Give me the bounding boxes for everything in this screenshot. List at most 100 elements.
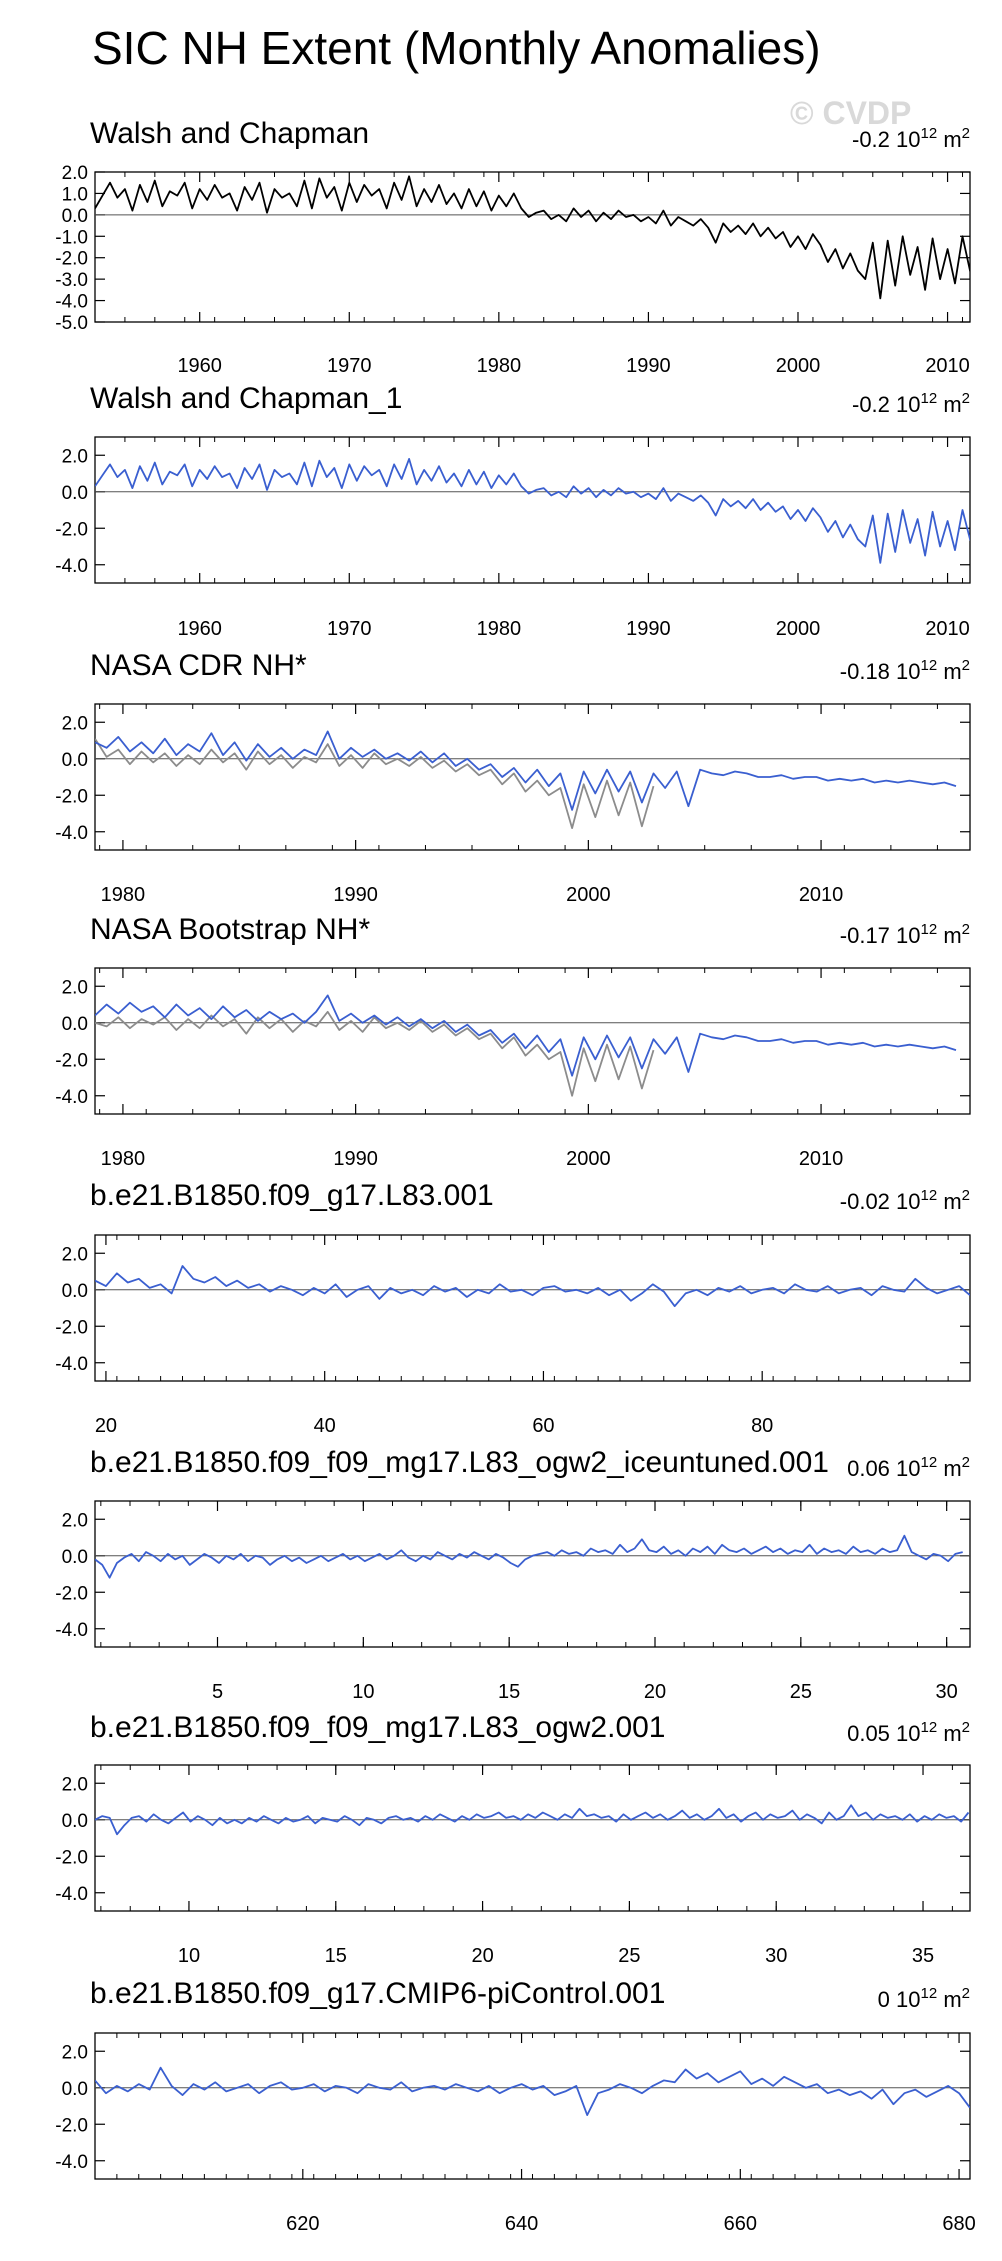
panel-title: b.e21.B1850.f09_f09_mg17.L83_ogw2_iceunt… — [90, 1446, 829, 1479]
units-base: 10 — [896, 392, 920, 417]
plot-frame — [94, 967, 971, 1115]
units-unit: m — [937, 1456, 961, 1481]
y-tick-label: -2.0 — [55, 2115, 88, 2136]
x-tick-label: 2010 — [799, 884, 844, 906]
y-tick-label: 0.0 — [62, 1014, 88, 1035]
stat-value: -0.18 — [840, 659, 896, 684]
series-line-1 — [95, 738, 655, 829]
panel-stat: -0.18 1012 m2 — [840, 657, 970, 684]
units-base: 10 — [896, 1456, 920, 1481]
y-tick-label: 2.0 — [62, 2042, 88, 2063]
stat-value: -0.2 — [852, 127, 896, 152]
panel-7: b.e21.B1850.f09_f09_mg17.L83_ogw2.001 0.0… — [55, 1711, 971, 1967]
y-tick-label: 0.0 — [62, 1811, 88, 1832]
x-tick-label: 20 — [95, 1415, 117, 1437]
units-base: 10 — [896, 923, 920, 948]
x-tick-label: 20 — [471, 1945, 493, 1967]
units-exponent: 12 — [921, 921, 938, 938]
plot-frame — [94, 436, 971, 584]
y-tick-label: 2.0 — [62, 1244, 88, 1265]
units-exponent: 12 — [921, 1187, 938, 1204]
x-tick-label: 680 — [942, 2213, 975, 2235]
y-tick-label: -1.0 — [55, 227, 88, 248]
x-tick-label: 2000 — [566, 884, 611, 906]
plot-frame — [94, 1234, 971, 1382]
plot-frame — [94, 1764, 971, 1912]
x-tick-label: 80 — [751, 1415, 773, 1437]
y-tick-label: -4.0 — [55, 1884, 88, 1905]
units-exponent: 12 — [921, 657, 938, 674]
x-tick-label: 1980 — [101, 884, 146, 906]
y-tick-label: 2.0 — [62, 446, 88, 467]
panel-title: NASA Bootstrap NH* — [90, 913, 370, 946]
units-unit-exponent: 2 — [962, 921, 970, 938]
x-tick-label: 2000 — [776, 355, 821, 377]
y-tick-label: -4.0 — [55, 1087, 88, 1108]
x-tick-label: 5 — [212, 1681, 223, 1703]
x-tick-label: 1960 — [177, 618, 222, 640]
units-exponent: 12 — [921, 125, 938, 142]
units-unit: m — [937, 923, 961, 948]
y-tick-label: 2.0 — [62, 977, 88, 998]
x-tick-label: 20 — [644, 1681, 666, 1703]
y-tick-label: -2.0 — [55, 249, 88, 270]
units-exponent: 12 — [921, 1454, 938, 1471]
y-tick-label: 0.0 — [62, 483, 88, 504]
x-tick-label: 1980 — [477, 355, 522, 377]
plot-frame — [94, 703, 971, 851]
units-unit-exponent: 2 — [962, 1719, 970, 1736]
units-exponent: 12 — [921, 390, 938, 407]
units-base: 10 — [896, 1189, 920, 1214]
x-tick-label: 25 — [618, 1945, 640, 1967]
x-tick-label: 1960 — [177, 355, 222, 377]
x-tick-label: 10 — [178, 1945, 200, 1967]
plot-frame — [94, 2032, 971, 2180]
y-tick-label: -2.0 — [55, 519, 88, 540]
y-tick-label: -2.0 — [55, 786, 88, 807]
stat-value: -0.2 — [852, 392, 896, 417]
y-tick-label: 0.0 — [62, 750, 88, 771]
panel-5: b.e21.B1850.f09_g17.L83.001 -0.02 1012 m2… — [55, 1179, 971, 1437]
panel-title: b.e21.B1850.f09_g17.CMIP6-piControl.001 — [90, 1977, 665, 2010]
series-line-1 — [95, 1010, 655, 1097]
series-line-1 — [95, 175, 970, 300]
figure-title: SIC NH Extent (Monthly Anomalies) — [92, 22, 821, 74]
x-tick-label: 1990 — [333, 1148, 378, 1170]
x-tick-label: 15 — [325, 1945, 347, 1967]
x-tick-label: 30 — [936, 1681, 958, 1703]
y-tick-label: -4.0 — [55, 1620, 88, 1641]
series-line-1 — [95, 1265, 970, 1308]
units-base: 10 — [896, 659, 920, 684]
units-exponent: 12 — [921, 1985, 938, 2002]
y-tick-label: 0.0 — [62, 2079, 88, 2100]
panel-3: NASA CDR NH* -0.18 1012 m2 1980 1990 2000 201… — [55, 649, 971, 906]
panel-stat: 0 1012 m2 — [878, 1985, 970, 2012]
y-tick-label: -4.0 — [55, 1354, 88, 1375]
series-line-1 — [95, 1534, 963, 1579]
y-tick-label: -4.0 — [55, 292, 88, 313]
y-tick-label: -5.0 — [55, 313, 88, 334]
y-tick-label: -4.0 — [55, 556, 88, 577]
units-unit-exponent: 2 — [962, 1187, 970, 1204]
y-tick-label: -2.0 — [55, 1317, 88, 1338]
y-tick-label: -2.0 — [55, 1847, 88, 1868]
series-line-2 — [95, 994, 957, 1077]
x-tick-label: 1990 — [626, 355, 671, 377]
stat-value: -0.02 — [840, 1189, 896, 1214]
series-line-1 — [95, 2066, 970, 2117]
panel-title: b.e21.B1850.f09_g17.L83.001 — [90, 1179, 494, 1212]
y-tick-label: 0.0 — [62, 1281, 88, 1302]
y-tick-label: -3.0 — [55, 270, 88, 291]
panel-stat: -0.2 1012 m2 — [852, 390, 970, 417]
panel-4: NASA Bootstrap NH* -0.17 1012 m2 1980 1990 2… — [55, 913, 971, 1170]
y-tick-label: 2.0 — [62, 1510, 88, 1531]
units-unit: m — [937, 127, 961, 152]
x-tick-label: 2010 — [925, 618, 970, 640]
units-base: 10 — [896, 127, 920, 152]
plot-frame — [94, 1500, 971, 1648]
plot-frame — [94, 171, 971, 323]
series-line-1 — [95, 1804, 970, 1836]
x-tick-label: 660 — [724, 2213, 757, 2235]
panel-title: Walsh and Chapman — [90, 117, 369, 150]
